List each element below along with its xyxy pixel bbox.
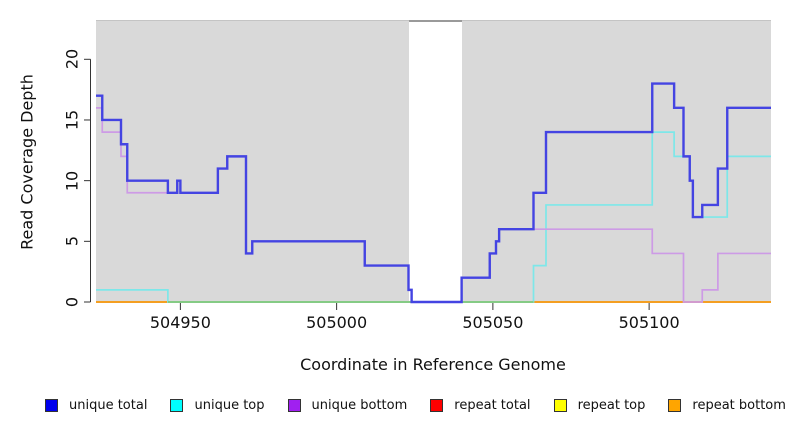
series-line-unique-bottom (96, 106, 771, 303)
x-tick-label: 505000 (306, 313, 368, 332)
y-axis-title: Read Coverage Depth (17, 74, 37, 250)
masked-region (408, 22, 462, 302)
legend-label: unique total (69, 398, 148, 413)
legend-label: repeat bottom (692, 398, 786, 413)
legend-label: repeat top (577, 398, 646, 413)
legend-swatch (668, 399, 682, 412)
legend-label: unique top (194, 398, 265, 413)
legend-item-repeat-top: repeat top (553, 398, 646, 413)
legend-item-repeat-bottom: repeat bottom (668, 398, 786, 413)
legend-label: repeat total (454, 398, 531, 413)
legend-label: unique bottom (311, 398, 408, 413)
y-tick-label: 20 (62, 49, 82, 70)
x-axis-title: Coordinate in Reference Genome (300, 355, 566, 374)
y-tick-label: 15 (62, 109, 82, 131)
x-tick-label: 504950 (149, 313, 211, 332)
legend-item-unique-total: unique total (45, 398, 147, 413)
series-line-unique-total (96, 82, 771, 304)
legend-swatch (553, 399, 567, 412)
legend-item-repeat-total: repeat total (430, 398, 531, 413)
legend-item-unique-top: unique top (170, 398, 265, 413)
legend-swatch (287, 399, 301, 412)
masked-region-top-edge (408, 19, 462, 22)
x-tick-label: 505100 (618, 313, 680, 332)
x-tick-label: 505050 (462, 313, 524, 332)
legend: unique total unique top unique bottom repea… (45, 398, 786, 413)
y-tick-label: 10 (62, 170, 82, 191)
legend-swatch (170, 399, 184, 412)
legend-swatch (430, 399, 444, 412)
series-line-unique-top (96, 131, 771, 303)
legend-swatch (45, 399, 58, 412)
y-tick-label: 0 (62, 296, 82, 308)
legend-item-unique-bottom: unique bottom (287, 398, 408, 413)
y-tick-label: 5 (62, 236, 82, 247)
